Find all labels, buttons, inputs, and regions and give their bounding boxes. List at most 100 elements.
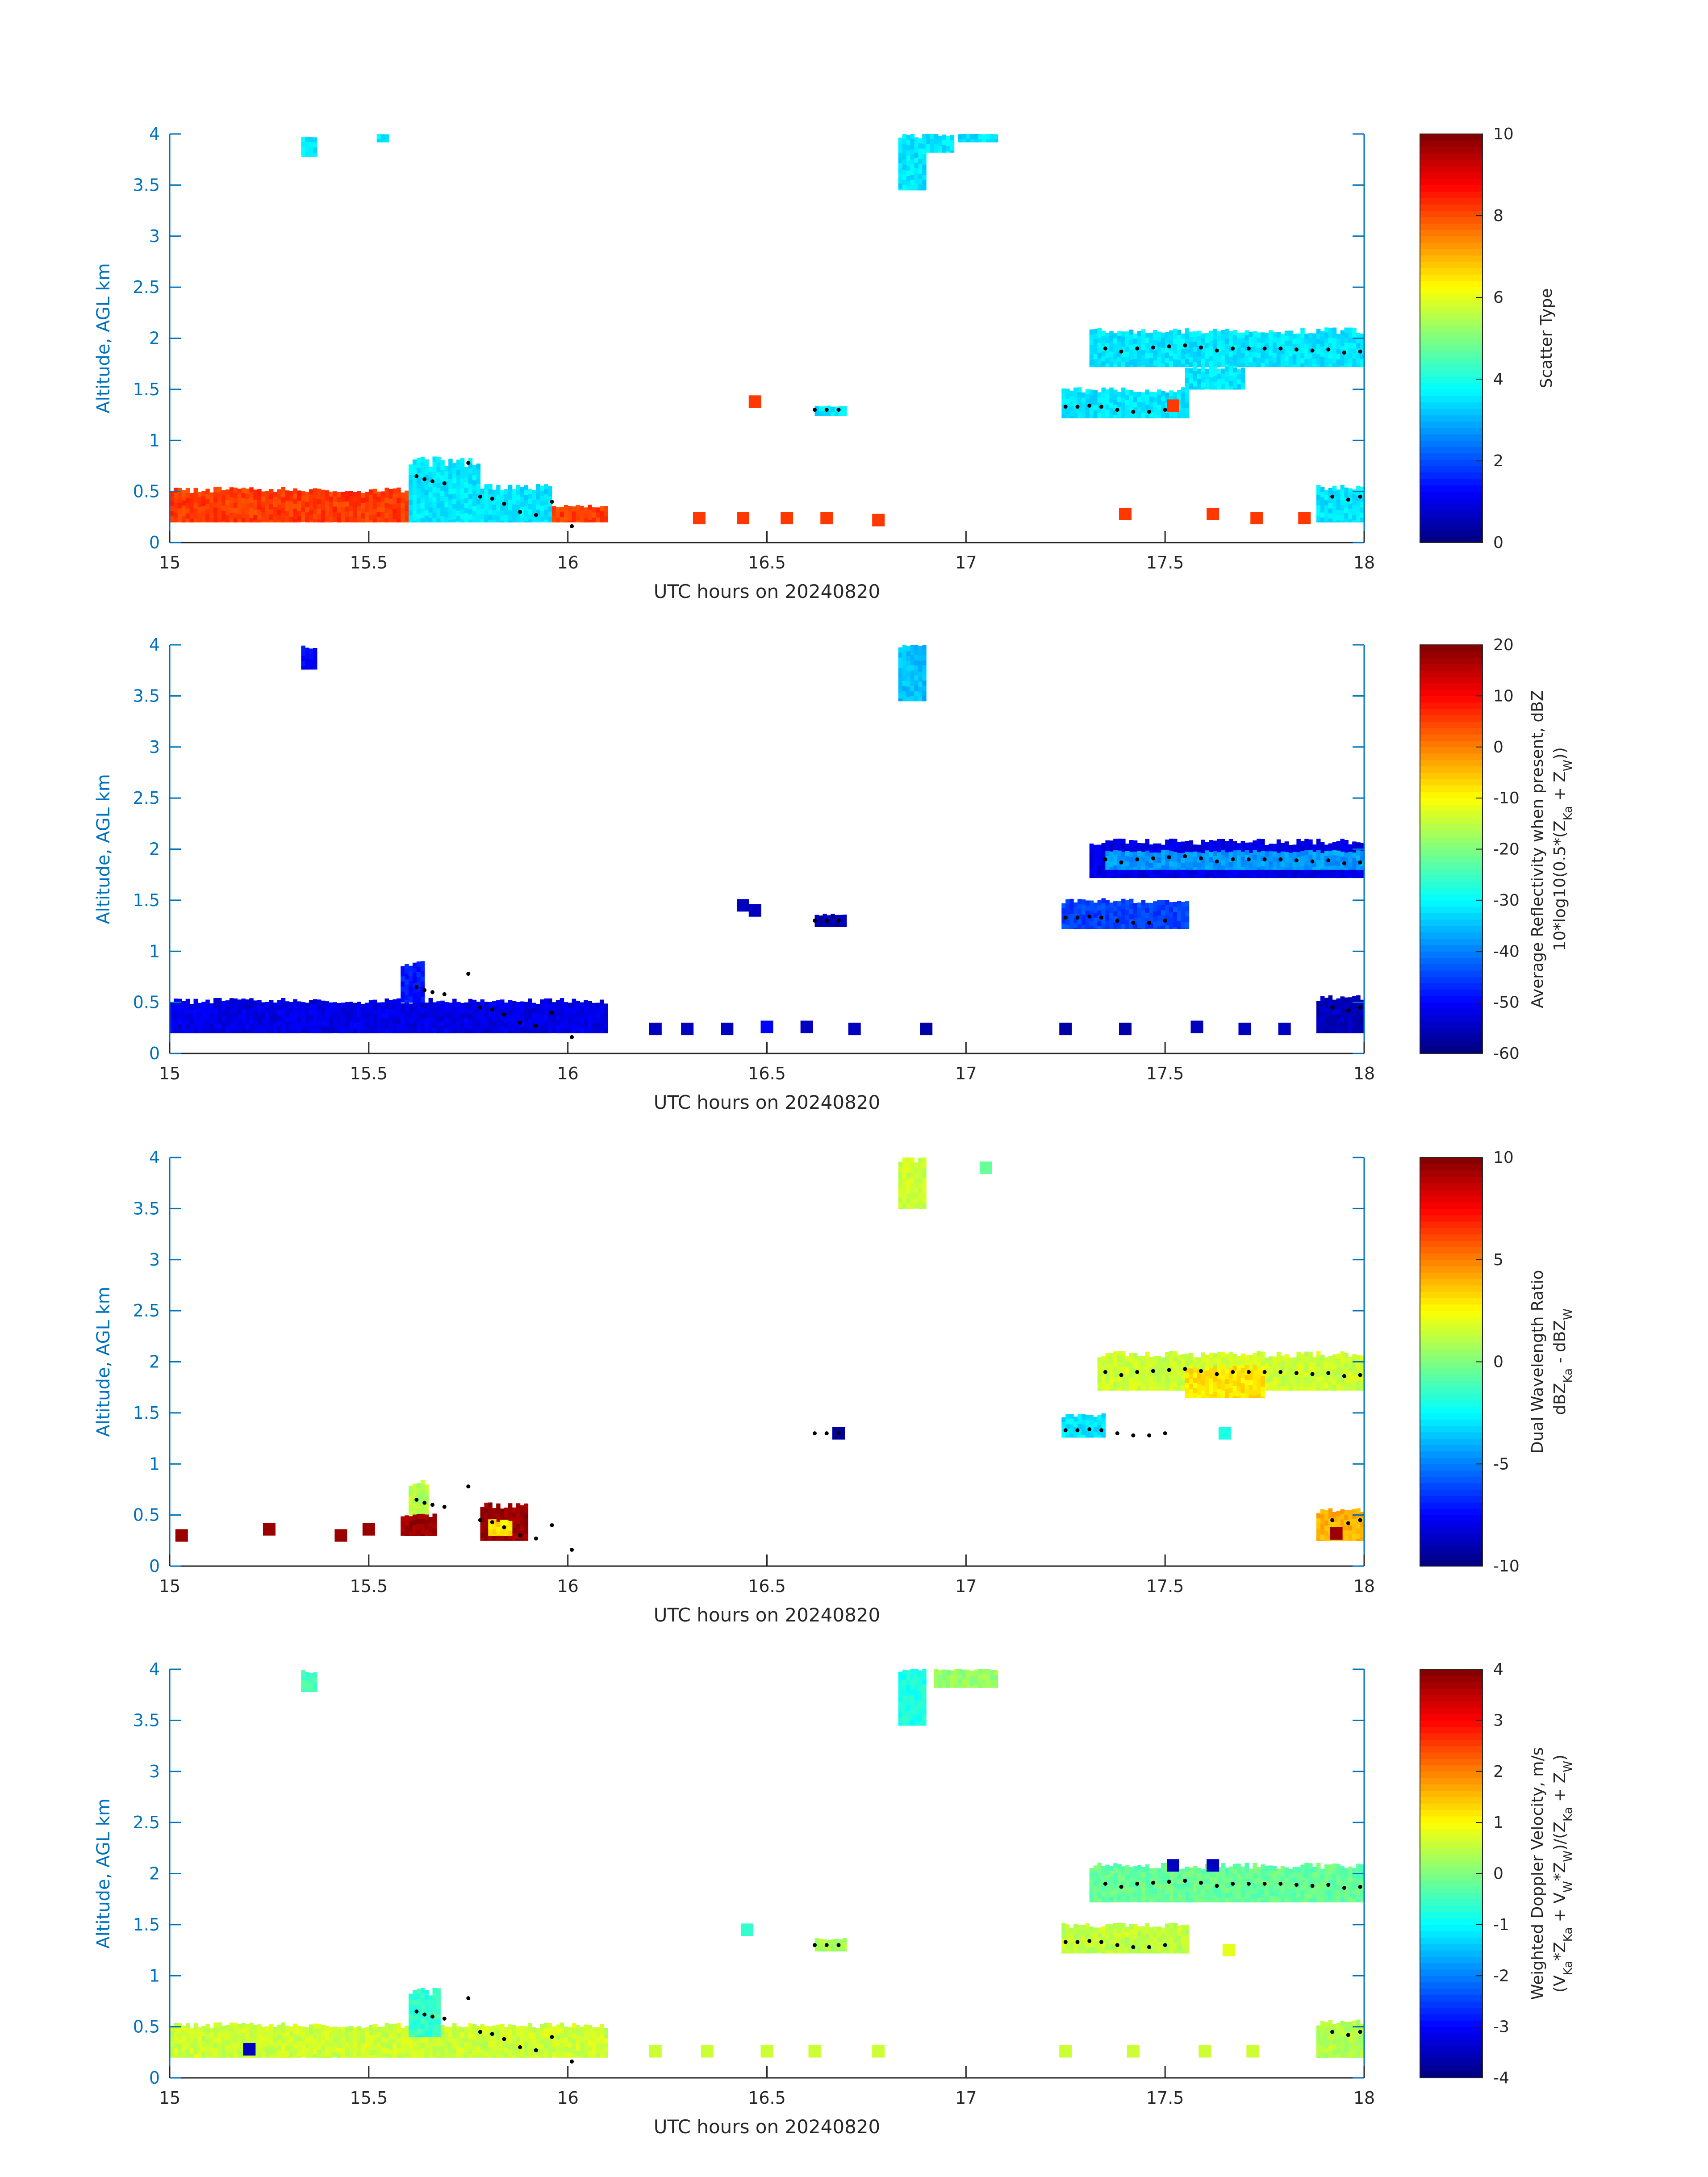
heatmap-cell — [229, 998, 234, 1004]
heatmap-cell — [1181, 872, 1186, 878]
heatmap-cell — [221, 521, 226, 522]
heatmap-cell — [1356, 1031, 1361, 1033]
heatmap-cell — [1340, 340, 1345, 346]
heatmap-cell — [819, 915, 823, 921]
heatmap-cell — [1137, 928, 1142, 929]
heatmap-cell — [1304, 1372, 1309, 1378]
heatmap-cell — [1109, 387, 1114, 393]
heatmap-cell — [492, 515, 497, 521]
heatmap-cell — [380, 1023, 385, 1028]
heatmap-cell — [1089, 900, 1094, 906]
heatmap-cell — [452, 514, 457, 520]
heatmap-cell — [412, 485, 417, 490]
heatmap-cell — [823, 411, 827, 416]
heatmap-cell — [1105, 1353, 1110, 1358]
heatmap-cell — [1105, 405, 1110, 410]
heatmap-cell — [401, 1521, 405, 1527]
heatmap-cell — [1173, 902, 1178, 907]
heatmap-cell — [405, 1525, 409, 1531]
heatmap-cell — [492, 1006, 497, 1012]
heatmap-cell — [1189, 845, 1194, 851]
heatmap-cell — [201, 1012, 206, 1017]
overlay-point — [1231, 857, 1235, 861]
heatmap-cell — [1284, 346, 1289, 351]
heatmap-cell — [444, 497, 449, 502]
heatmap-cell — [1284, 335, 1289, 341]
heatmap-cell — [1161, 1383, 1165, 1388]
heatmap-cell — [368, 499, 373, 505]
heatmap-cell — [261, 1028, 266, 1033]
heatmap-cell — [225, 505, 230, 510]
heatmap-cell — [568, 516, 572, 522]
heatmap-cell — [376, 497, 381, 502]
colorbar-swatch — [1420, 223, 1482, 230]
heatmap-cell — [1145, 353, 1150, 359]
heatmap-cell — [1205, 368, 1209, 374]
heatmap-cell — [1069, 909, 1074, 915]
heatmap-cell — [409, 1496, 413, 1501]
heatmap-cell — [1304, 1356, 1309, 1362]
heatmap-cell — [321, 505, 326, 510]
heatmap-cell — [1340, 366, 1345, 368]
heatmap-cell — [325, 1032, 330, 1033]
y-tick-label: 1 — [149, 430, 160, 450]
heatmap-cell — [416, 961, 421, 967]
heatmap-cell — [1189, 862, 1194, 868]
heatmap-cell — [1265, 845, 1269, 850]
heatmap-cell — [372, 1010, 377, 1015]
heatmap-cell — [1296, 844, 1301, 850]
heatmap-cell — [492, 1534, 497, 1536]
heatmap-cell — [1097, 844, 1102, 850]
heatmap-cell — [401, 991, 405, 997]
heatmap-cell — [412, 1514, 417, 1520]
heatmap-cell — [1257, 867, 1261, 870]
heatmap-cell — [1137, 1361, 1142, 1366]
heatmap-cell — [1113, 869, 1118, 875]
colorbar-swatch — [1420, 274, 1482, 281]
heatmap-cell — [572, 516, 576, 522]
heatmap-cell — [1284, 1374, 1289, 1380]
heatmap-cell — [456, 1007, 461, 1012]
heatmap-cell — [277, 510, 282, 515]
heatmap-cell — [1189, 357, 1194, 363]
heatmap-cell — [1109, 876, 1114, 878]
heatmap-cell — [1093, 928, 1098, 929]
heatmap-cell — [1101, 1433, 1106, 1438]
heatmap-cell — [293, 1004, 297, 1010]
heatmap-cell — [1328, 856, 1333, 861]
heatmap-cell — [1085, 1430, 1090, 1436]
heatmap-cell — [1101, 1371, 1106, 1377]
heatmap-cell — [297, 521, 301, 522]
heatmap-cell — [1249, 868, 1253, 870]
colorbar-swatch — [1420, 210, 1482, 217]
heatmap-cell — [436, 1032, 441, 1033]
heatmap-cell — [1232, 872, 1237, 877]
heatmap-cell — [444, 517, 449, 522]
heatmap-cell — [1332, 1354, 1337, 1360]
heatmap-cell — [484, 1523, 489, 1529]
heatmap-cell — [249, 1024, 254, 1029]
heatmap-cell — [1324, 1372, 1329, 1378]
heatmap-cell — [831, 406, 835, 412]
heatmap-cell — [170, 1007, 174, 1012]
heatmap-cell — [831, 924, 835, 927]
heatmap-cell — [170, 516, 174, 522]
heatmap-cell — [221, 1006, 226, 1012]
heatmap-cell — [241, 1019, 246, 1024]
heatmap-cell — [1201, 853, 1205, 859]
heatmap-cell — [217, 507, 222, 513]
heatmap-cell — [349, 1017, 353, 1023]
heatmap-cell — [416, 1524, 421, 1530]
heatmap-cell — [1085, 911, 1090, 916]
heatmap-cell — [1193, 331, 1198, 337]
heatmap-cell — [205, 519, 210, 522]
heatmap-cell — [1173, 912, 1178, 918]
heatmap-cell — [1069, 1424, 1074, 1429]
heatmap-cell — [1348, 348, 1353, 354]
heatmap-cell — [368, 1010, 373, 1016]
heatmap-cell — [1304, 1366, 1309, 1372]
heatmap-cell — [906, 1203, 911, 1209]
heatmap-cell — [1077, 924, 1082, 929]
heatmap-cell — [1320, 842, 1325, 848]
heatmap-cell — [1109, 857, 1114, 862]
